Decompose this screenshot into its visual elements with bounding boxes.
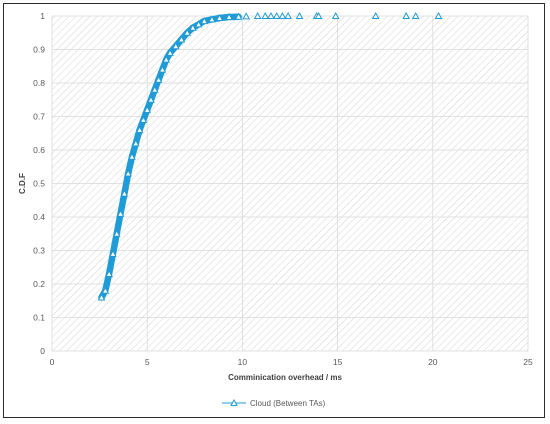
data-point — [135, 125, 144, 133]
data-point — [278, 11, 287, 20]
data-point — [97, 293, 106, 301]
x-tick-label: 0 — [50, 357, 55, 367]
data-point — [158, 65, 167, 73]
x-tick-label: 20 — [428, 357, 438, 367]
data-point — [253, 11, 262, 20]
data-point — [166, 48, 174, 56]
y-tick-label: 0.5 — [33, 179, 45, 189]
legend-label: Cloud (Between TAs) — [250, 399, 326, 408]
data-point — [371, 11, 380, 20]
data-point — [242, 12, 251, 20]
y-tick-label: 0.9 — [33, 45, 45, 55]
y-tick-label: 0.1 — [33, 313, 45, 323]
data-point — [124, 169, 132, 177]
data-point — [101, 286, 110, 294]
data-point — [194, 20, 203, 28]
x-tick-label: 25 — [523, 357, 533, 367]
y-tick-label: 0 — [40, 346, 45, 356]
data-point — [143, 105, 152, 113]
data-point — [284, 11, 292, 20]
data-point — [162, 55, 171, 63]
data-point — [234, 12, 243, 20]
data-point — [116, 209, 125, 217]
legend-marker-triangle-icon — [230, 398, 238, 407]
data-point — [154, 75, 163, 83]
data-point — [150, 85, 159, 93]
legend: Cloud (Between TAs) — [222, 398, 326, 408]
data-point — [112, 229, 121, 237]
data-point — [411, 11, 420, 20]
tick-labels: 00.10.20.30.40.50.60.70.80.910 5 10 15 20 25 — [33, 11, 533, 367]
data-point — [120, 189, 129, 197]
data-point — [105, 269, 113, 277]
data-point — [183, 28, 192, 36]
data-point — [272, 11, 281, 20]
x-tick-label: 15 — [333, 357, 343, 367]
data-point — [225, 12, 233, 21]
y-tick-label: 0.4 — [33, 212, 45, 222]
y-tick-label: 0.7 — [33, 112, 45, 122]
data-point — [295, 11, 304, 20]
data-point — [128, 152, 136, 160]
data-point — [171, 42, 180, 50]
data-point — [139, 115, 148, 123]
y-axis-title: C.D.F — [18, 173, 27, 194]
data-point — [331, 11, 340, 20]
y-tick-label: 1 — [40, 11, 45, 21]
y-tick-label: 0.8 — [33, 78, 45, 88]
y-tick-label: 0.6 — [33, 145, 45, 155]
data-point — [131, 139, 140, 147]
data-point — [208, 15, 216, 23]
x-axis-title: Comminication overhead / ms — [228, 373, 342, 382]
data-point — [402, 11, 410, 20]
data-point — [177, 35, 186, 43]
data-point — [434, 11, 443, 20]
data-point — [261, 11, 270, 20]
data-point — [314, 11, 323, 20]
data-point — [267, 11, 275, 20]
data-point — [147, 95, 155, 103]
y-tick-label: 0.2 — [33, 279, 45, 289]
data-point — [189, 23, 197, 31]
data-point — [200, 16, 209, 25]
y-tick-label: 0.3 — [33, 246, 45, 256]
data-point — [215, 13, 224, 22]
data-point — [109, 249, 117, 257]
x-tick-label: 10 — [238, 357, 248, 367]
x-tick-label: 5 — [145, 357, 150, 367]
data-series — [97, 11, 443, 301]
